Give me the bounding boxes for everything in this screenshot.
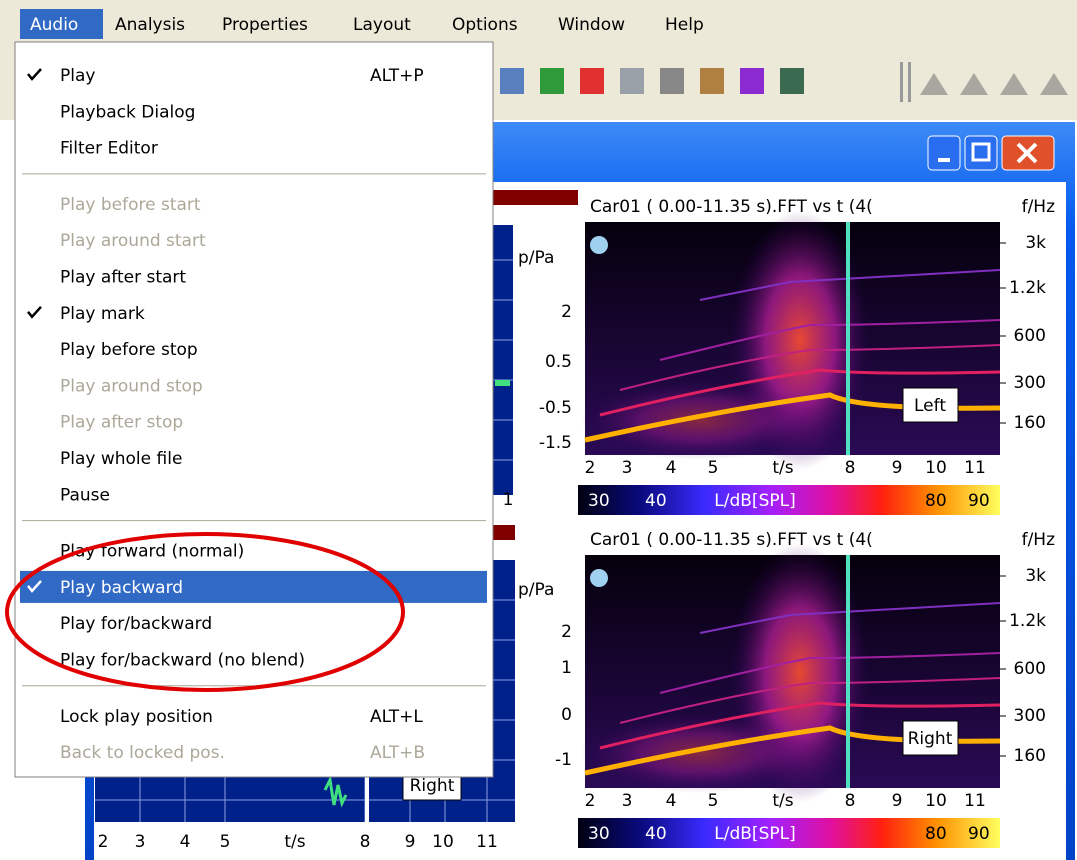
y-tick-label: 1.2k bbox=[1009, 278, 1046, 298]
menu-item[interactable]: Play for/backward (no blend) bbox=[60, 651, 305, 671]
x-tick-label: 4 bbox=[180, 832, 191, 852]
spectrogram bbox=[578, 190, 1060, 520]
x-tick-label: 11 bbox=[964, 791, 986, 811]
x-tick-label: 10 bbox=[432, 832, 454, 852]
menu-item[interactable]: Play whole file bbox=[60, 449, 182, 469]
x-tick-label: 3 bbox=[135, 832, 146, 852]
x-tick-label: 4 bbox=[666, 458, 677, 478]
menu-item: Back to locked pos. bbox=[60, 743, 225, 763]
x-tick-label: 5 bbox=[220, 832, 231, 852]
x-tick-label: 11 bbox=[964, 458, 986, 478]
x-tick-label: 5 bbox=[708, 791, 719, 811]
x-tick-label: t/s bbox=[772, 458, 793, 478]
x-tick-label: 2 bbox=[98, 832, 109, 852]
menubar-item[interactable]: Layout bbox=[353, 15, 411, 35]
axis-unit: p/Pa bbox=[518, 248, 554, 268]
menubar-item[interactable]: Analysis bbox=[115, 15, 185, 35]
screen: Audio Analysis Properties Layout Options Wind… bbox=[0, 0, 1077, 860]
x-tick-label: 8 bbox=[845, 458, 856, 478]
panel-title: Car01 ( 0.00-11.35 s).FFT vs t (4( bbox=[590, 530, 873, 550]
colorbar-label: 30 bbox=[588, 491, 610, 511]
axis-unit: f/Hz bbox=[1022, 197, 1055, 217]
y-tick-label: 600 bbox=[1014, 326, 1046, 346]
y-tick-label: 3k bbox=[1025, 566, 1046, 586]
x-tick-label: 1 bbox=[503, 490, 514, 510]
channel-label: Right bbox=[410, 776, 455, 796]
y-tick-label: -0.5 bbox=[539, 398, 572, 418]
x-tick-label: 11 bbox=[476, 832, 498, 852]
y-tick-label: 1.2k bbox=[1009, 611, 1046, 631]
y-tick-label: 1 bbox=[561, 658, 572, 678]
menu-shortcut: ALT+P bbox=[370, 66, 424, 86]
y-tick-label: 300 bbox=[1014, 706, 1046, 726]
menu-item[interactable]: Filter Editor bbox=[60, 139, 158, 159]
colorbar-label: 40 bbox=[645, 491, 667, 511]
menu-item[interactable]: Play backward bbox=[60, 578, 183, 598]
x-tick-label: 4 bbox=[666, 791, 677, 811]
x-tick-label: 3 bbox=[622, 791, 633, 811]
colorbar-label: L/dB[SPL] bbox=[714, 824, 795, 844]
menu-item[interactable]: Play forward (normal) bbox=[60, 542, 244, 562]
menu-item: Play around start bbox=[60, 231, 206, 251]
y-tick-label: -1.5 bbox=[539, 433, 572, 453]
y-tick-label: 2 bbox=[561, 302, 572, 322]
x-tick-label: 2 bbox=[585, 458, 596, 478]
page: Audio Analysis Properties Layout Options Wind… bbox=[0, 0, 1077, 860]
x-tick-label: 9 bbox=[892, 791, 903, 811]
menubar-item[interactable]: Options bbox=[452, 15, 518, 35]
y-tick-label: 0.5 bbox=[545, 352, 572, 372]
colorbar-label: 80 bbox=[925, 824, 947, 844]
menu-shortcut: ALT+B bbox=[370, 743, 425, 763]
channel-label: Left bbox=[914, 396, 946, 416]
y-tick-label: 600 bbox=[1014, 659, 1046, 679]
menu-item[interactable]: Play after start bbox=[60, 268, 186, 288]
x-tick-label: 9 bbox=[892, 458, 903, 478]
menu-item: Play around stop bbox=[60, 376, 203, 396]
menubar-item[interactable]: Help bbox=[665, 15, 704, 35]
x-tick-label: 8 bbox=[845, 791, 856, 811]
menu-item[interactable]: Lock play position bbox=[60, 707, 213, 727]
channel-label: Right bbox=[908, 729, 953, 749]
menubar-item[interactable]: Window bbox=[558, 15, 625, 35]
menu-item[interactable]: Pause bbox=[60, 485, 110, 505]
y-tick-label: 0 bbox=[561, 705, 572, 725]
colorbar-label: 80 bbox=[925, 491, 947, 511]
menu-item[interactable]: Play before stop bbox=[60, 340, 198, 360]
colorbar-label: 90 bbox=[968, 824, 990, 844]
menu-item[interactable]: Playback Dialog bbox=[60, 102, 195, 122]
maximize-button[interactable] bbox=[965, 136, 997, 170]
minimize-button[interactable] bbox=[928, 136, 960, 170]
x-tick-label: t/s bbox=[284, 832, 305, 852]
x-tick-label: t/s bbox=[772, 791, 793, 811]
x-tick-label: 2 bbox=[585, 791, 596, 811]
colorbar-label: 30 bbox=[588, 824, 610, 844]
x-tick-label: 8 bbox=[360, 832, 371, 852]
menu-item[interactable]: Play for/backward bbox=[60, 614, 212, 634]
x-tick-label: 10 bbox=[925, 458, 947, 478]
spectrogram bbox=[578, 523, 1060, 853]
menu-item: Play before start bbox=[60, 195, 201, 215]
menubar-item[interactable]: Audio bbox=[30, 15, 78, 35]
menu-item: Play after stop bbox=[60, 413, 183, 433]
x-tick-label: 10 bbox=[925, 791, 947, 811]
x-tick-label: 9 bbox=[405, 832, 416, 852]
menu-item[interactable]: Play mark bbox=[60, 304, 145, 324]
menu-item[interactable]: Play bbox=[60, 66, 95, 86]
axis-unit: p/Pa bbox=[518, 580, 554, 600]
y-tick-label: 300 bbox=[1014, 373, 1046, 393]
y-tick-label: 2 bbox=[561, 622, 572, 642]
y-tick-label: -1 bbox=[555, 750, 572, 770]
x-tick-label: 3 bbox=[622, 458, 633, 478]
colorbar-label: 90 bbox=[968, 491, 990, 511]
panel-title: Car01 ( 0.00-11.35 s).FFT vs t (4( bbox=[590, 197, 873, 217]
colorbar-label: 40 bbox=[645, 824, 667, 844]
axis-unit: f/Hz bbox=[1022, 530, 1055, 550]
menu-shortcut: ALT+L bbox=[370, 707, 423, 727]
y-tick-label: 160 bbox=[1014, 746, 1046, 766]
colorbar-label: L/dB[SPL] bbox=[714, 491, 795, 511]
menubar-item[interactable]: Properties bbox=[222, 15, 308, 35]
x-tick-label: 5 bbox=[708, 458, 719, 478]
y-tick-label: 3k bbox=[1025, 233, 1046, 253]
y-tick-label: 160 bbox=[1014, 413, 1046, 433]
